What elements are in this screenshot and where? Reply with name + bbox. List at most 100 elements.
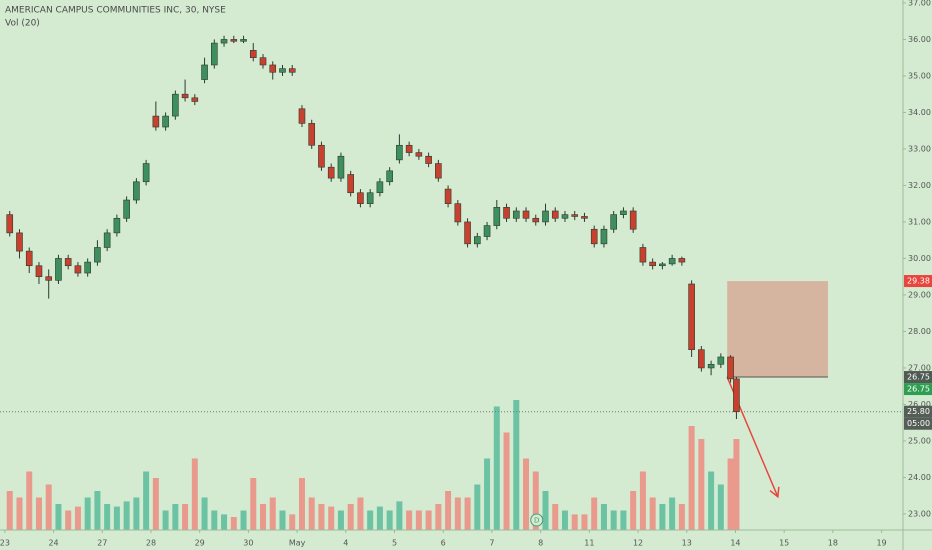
- candle-body: [347, 174, 354, 194]
- candle-body: [707, 363, 715, 369]
- volume-bar: [552, 504, 559, 530]
- volume-bar: [454, 497, 461, 530]
- candle-body: [220, 39, 228, 44]
- y-tick-label: 26.00: [908, 400, 931, 409]
- price-label: 26.75: [907, 373, 930, 382]
- volume-bar: [113, 506, 120, 530]
- y-tick-label: 28.00: [908, 327, 931, 336]
- candle-body: [94, 247, 101, 263]
- x-tick-label: 11: [584, 539, 594, 548]
- volume-bar: [337, 510, 344, 530]
- volume-bar: [727, 458, 734, 530]
- candle-body: [133, 181, 140, 201]
- volume-bar: [250, 478, 257, 530]
- candle-body: [45, 276, 53, 281]
- volume-bar: [26, 471, 33, 530]
- price-label-box: [904, 371, 932, 384]
- volume-bar: [211, 510, 218, 530]
- candle-body: [376, 181, 384, 194]
- y-tick-label: 25.00: [908, 436, 931, 445]
- y-tick-label: 32.00: [908, 181, 931, 190]
- candle-layer: [6, 35, 740, 420]
- volume-bar: [104, 504, 111, 530]
- candle-body: [600, 228, 608, 245]
- volume-bar: [123, 501, 130, 530]
- y-tick-label: 23.00: [908, 509, 931, 518]
- candle-body: [698, 349, 705, 369]
- x-tick-label: 15: [779, 539, 789, 548]
- candle-body: [113, 217, 121, 234]
- volume-bar: [143, 471, 150, 530]
- candle-body: [522, 210, 530, 219]
- y-tick-label: 31.00: [908, 217, 931, 226]
- chart-title: AMERICAN CAMPUS COMMUNITIES INC, 30, NYS…: [5, 6, 226, 16]
- x-tick-label: 4: [343, 539, 348, 548]
- annotation-layer: D: [0, 281, 903, 527]
- volume-bar: [367, 510, 374, 530]
- y-tick-label: 27.00: [908, 363, 931, 372]
- volume-bar: [376, 506, 383, 530]
- x-tick-label: 6: [441, 539, 446, 548]
- candle-body: [308, 123, 316, 146]
- volume-bar: [396, 501, 403, 530]
- candle-body: [733, 378, 740, 413]
- volume-bar: [591, 497, 598, 530]
- candle-body: [503, 207, 510, 219]
- volume-bar: [260, 504, 267, 530]
- x-tick-label: 14: [730, 539, 740, 548]
- x-tick-label: 13: [682, 539, 692, 548]
- candle-body: [396, 144, 403, 161]
- volume-layer: [6, 400, 740, 530]
- candle-body: [327, 166, 335, 179]
- x-tick-label: May: [289, 539, 306, 548]
- volume-bar: [610, 510, 617, 530]
- candle-body: [688, 283, 695, 350]
- candle-body: [444, 188, 452, 204]
- candle-body: [727, 356, 734, 380]
- volume-bar: [445, 491, 452, 530]
- x-tick-label: 24: [48, 539, 58, 548]
- x-tick-label: 23: [0, 539, 10, 548]
- candle-body: [211, 42, 218, 66]
- candle-body: [84, 261, 91, 274]
- candle-body: [678, 258, 686, 263]
- volume-bar: [532, 471, 539, 530]
- x-tick-label: 12: [633, 539, 643, 548]
- volume-bar: [659, 504, 666, 530]
- volume-bar: [35, 497, 42, 530]
- candle-body: [659, 263, 666, 267]
- price-label: 26.75: [907, 385, 930, 394]
- candle-body: [64, 258, 72, 267]
- x-tick-label: 5: [392, 539, 397, 548]
- volume-bar: [328, 506, 335, 530]
- candle-body: [123, 199, 130, 219]
- y-tick-label: 36.00: [908, 35, 931, 44]
- x-tick-label: 30: [243, 539, 253, 548]
- volume-bar: [162, 510, 169, 530]
- y-tick-label: 33.00: [908, 144, 931, 153]
- candle-body: [512, 210, 520, 219]
- volume-bar: [94, 491, 101, 530]
- volume-bar: [84, 497, 91, 530]
- volume-bar: [581, 514, 588, 530]
- candle-body: [610, 214, 617, 230]
- candle-body: [425, 155, 432, 164]
- candle-body: [172, 93, 179, 117]
- price-label-box: [904, 405, 932, 418]
- x-tick-label: 8: [538, 539, 543, 548]
- candle-body: [668, 258, 676, 265]
- candle-body: [288, 68, 296, 73]
- candle-body: [415, 152, 423, 157]
- x-tick-label: 7: [489, 539, 494, 548]
- x-tick-label: 28: [146, 539, 156, 548]
- volume-bar: [649, 497, 656, 530]
- dividend-label: D: [534, 517, 539, 525]
- candle-body: [103, 232, 111, 248]
- candle-body: [74, 265, 82, 274]
- candle-body: [386, 170, 393, 183]
- volume-bar: [357, 497, 364, 530]
- volume-bar: [669, 497, 676, 530]
- candle-body: [152, 115, 160, 128]
